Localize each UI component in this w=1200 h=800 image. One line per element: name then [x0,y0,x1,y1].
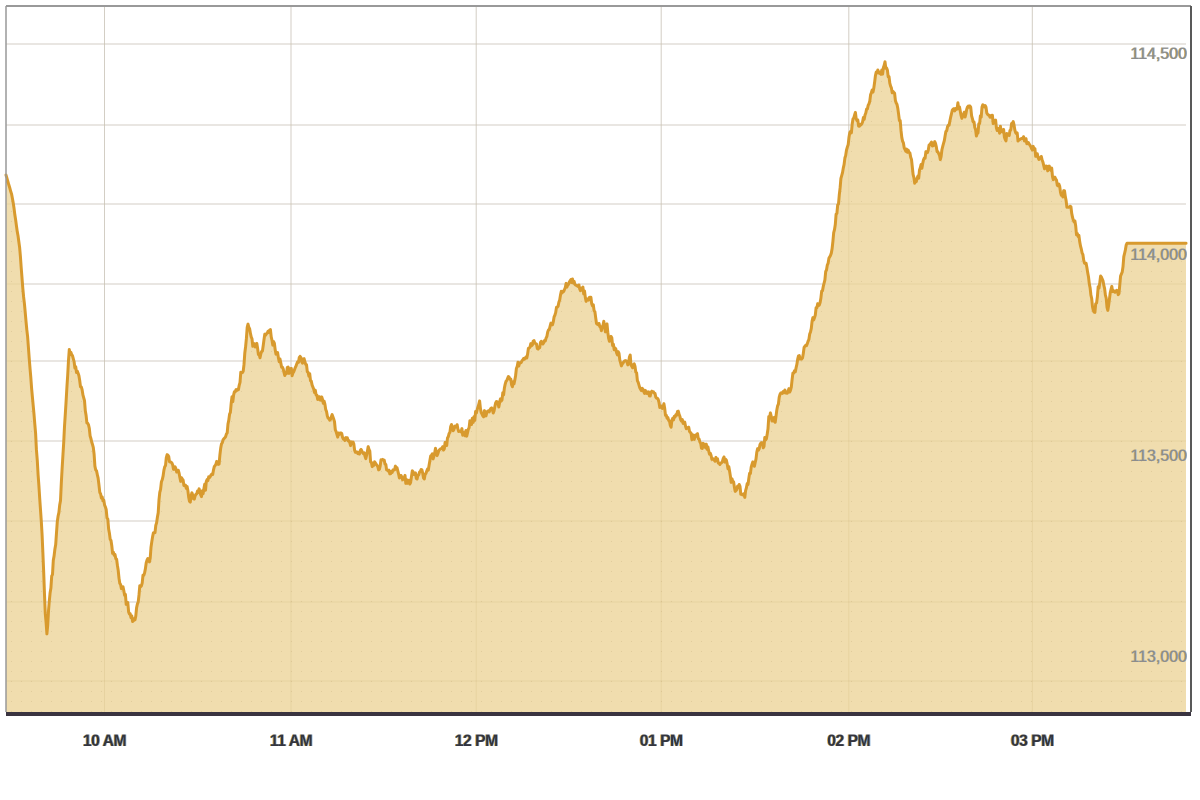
svg-text:03 PM: 03 PM [1011,731,1054,750]
svg-text:11 AM: 11 AM [270,731,312,750]
svg-text:10 AM: 10 AM [83,731,126,750]
svg-text:114,000: 114,000 [1130,246,1187,265]
svg-text:12 PM: 12 PM [455,731,498,750]
svg-text:113,500: 113,500 [1130,447,1187,466]
svg-text:01 PM: 01 PM [640,731,683,750]
svg-text:02 PM: 02 PM [827,731,870,750]
svg-text:114,500: 114,500 [1130,45,1187,64]
svg-text:113,000: 113,000 [1130,648,1187,667]
